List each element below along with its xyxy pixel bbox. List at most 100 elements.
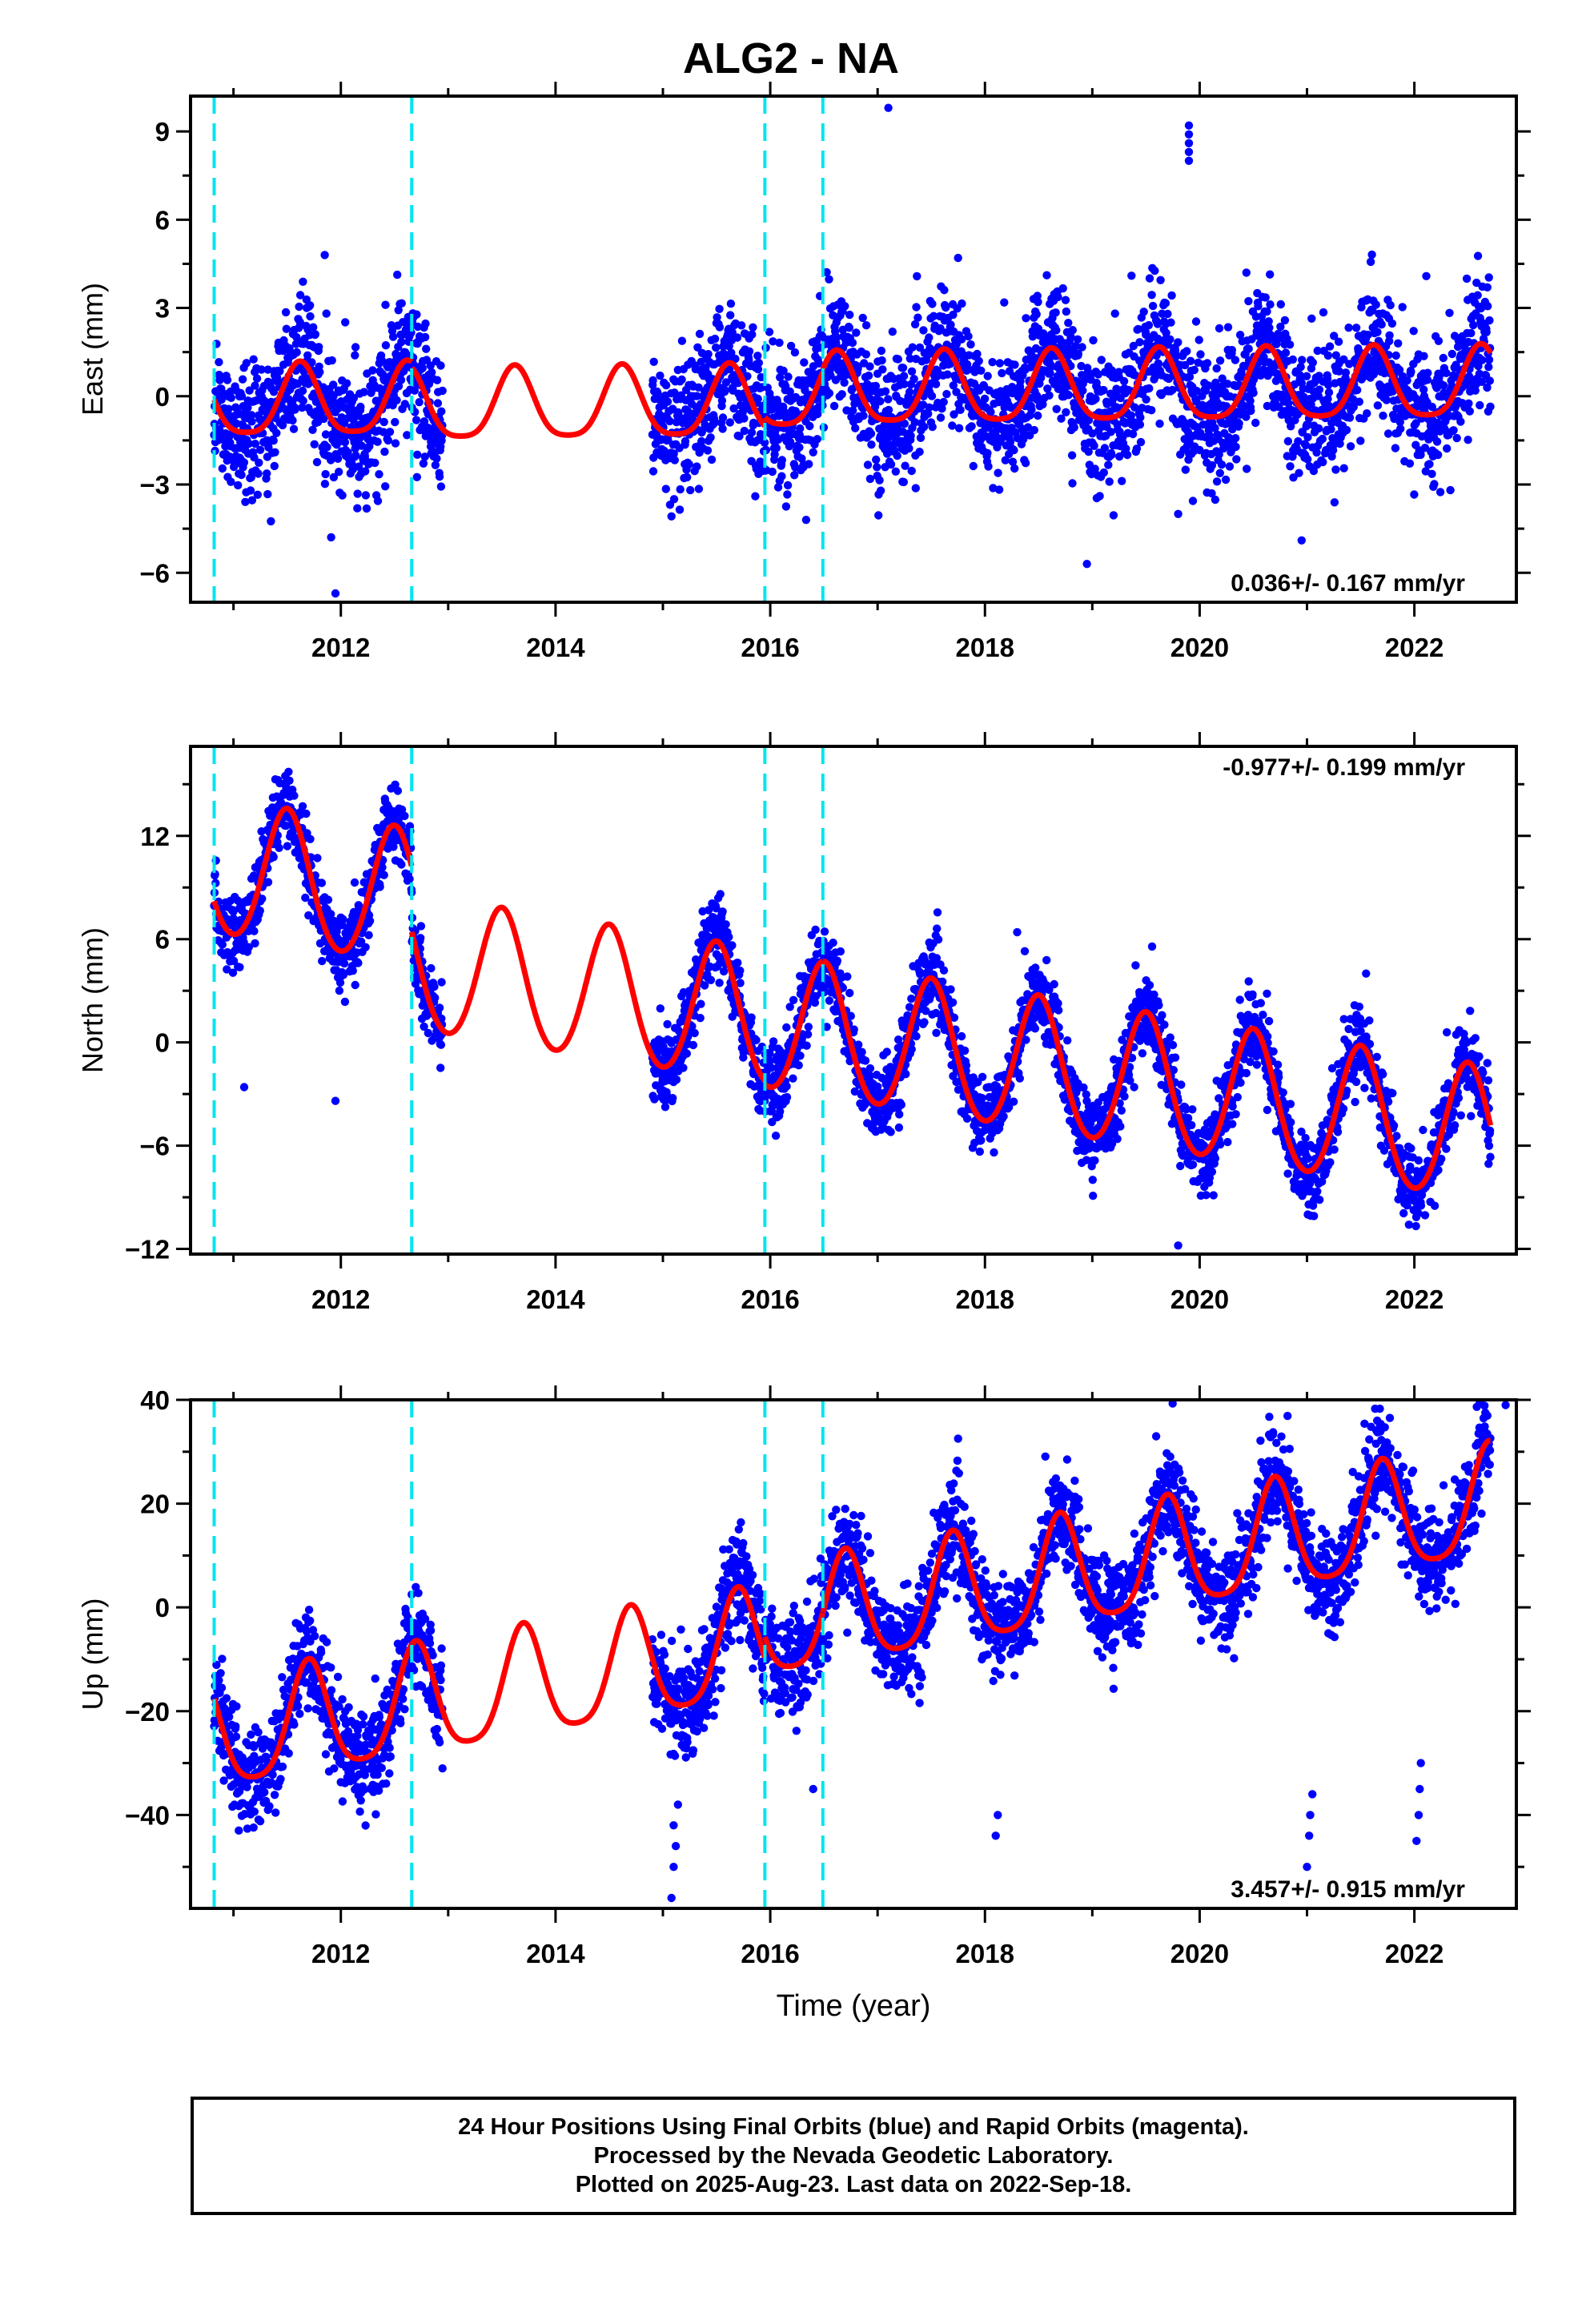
data-point [901,1070,910,1079]
data-point [783,490,792,499]
data-point [865,1063,875,1073]
data-point [1387,319,1397,328]
data-point [1240,402,1249,411]
data-point [1061,296,1070,304]
data-point [362,504,371,513]
data-point [1366,257,1375,267]
data-point [1434,336,1443,345]
data-point [1090,464,1099,473]
data-point [1211,424,1219,432]
data-point [284,767,293,776]
data-point [697,436,706,446]
data-point [1232,455,1241,464]
data-point [725,418,734,427]
data-point [715,304,724,313]
data-point [1409,327,1418,336]
data-point [1290,380,1299,389]
data-point [218,940,227,949]
data-point [849,406,857,415]
data-point [1452,433,1461,443]
data-point [814,359,823,368]
data-point [911,484,921,493]
data-point [802,1041,811,1050]
data-point [1246,396,1255,405]
data-point [796,424,805,433]
data-point [973,349,982,359]
data-point [718,907,727,916]
data-point [852,328,861,337]
data-point [1351,324,1361,332]
data-point [1147,291,1156,300]
model-curve-segment [820,340,1493,423]
data-point [905,388,914,396]
data-point [1191,317,1201,326]
data-point [717,396,727,405]
data-point [649,357,658,366]
x-tick-label: 2016 [741,633,799,662]
data-point [726,311,735,320]
data-point [810,998,820,1007]
data-point [1405,459,1415,468]
data-point [317,879,327,887]
data-point [381,482,390,491]
data-point [1263,307,1271,316]
data-point [1344,324,1353,332]
data-point [877,356,886,365]
chart-title: ALG2 - NA [683,34,899,82]
data-point [1430,480,1439,489]
data-point [841,371,850,380]
data-point [825,996,834,1005]
data-point [250,927,259,935]
data-point [962,360,972,369]
data-point [1110,309,1119,318]
data-point [765,1056,774,1065]
data-point [361,943,370,952]
data-point [412,310,421,319]
data-point [735,432,744,440]
data-point [271,448,279,456]
data-point [693,343,702,352]
data-point [712,904,721,913]
data-point [677,375,686,384]
data-point [431,460,440,469]
data-point [886,1128,895,1136]
data-point [335,468,343,476]
data-point [251,939,259,948]
data-point [1419,385,1428,394]
data-point [298,403,307,412]
data-point [1006,437,1015,447]
data-point [1106,428,1115,436]
data-point [966,340,975,349]
data-point [1464,399,1473,408]
data-point [865,1072,874,1080]
data-point [421,319,430,328]
data-point [397,299,406,308]
data-point [1485,376,1495,385]
data-point [1186,356,1195,365]
data-point [343,448,352,456]
data-point [379,417,388,427]
data-point [1484,302,1492,311]
data-point [1471,386,1480,395]
data-point [1346,442,1355,451]
data-point [782,1082,791,1091]
data-point [648,376,657,385]
data-point [1082,560,1091,569]
data-point [661,1103,670,1112]
data-point [385,428,395,436]
data-point [1473,291,1482,300]
data-point [915,448,924,456]
data-point [1084,416,1094,424]
data-point [263,878,273,887]
data-point [1078,343,1086,352]
data-point [695,329,705,339]
data-point [1088,429,1097,438]
data-point [1295,468,1303,477]
data-point [800,358,809,367]
data-point [712,343,721,352]
data-point [899,477,909,487]
data-point [374,396,383,405]
data-point [685,460,693,469]
